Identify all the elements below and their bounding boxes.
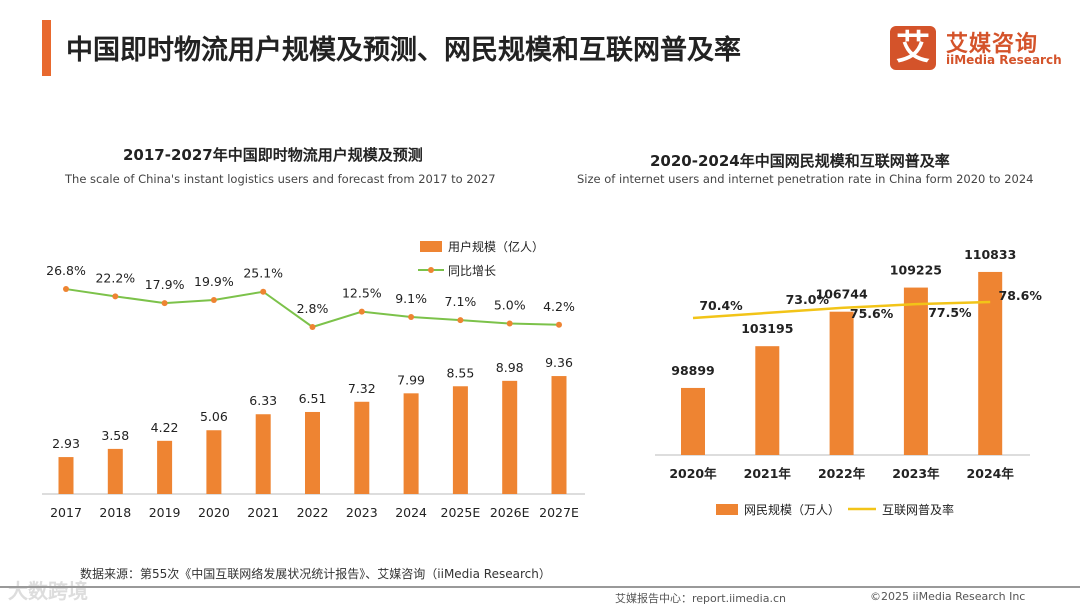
bar-label: 98899 [671, 363, 715, 378]
bar-label: 8.55 [446, 365, 474, 380]
line-label: 77.5% [928, 305, 972, 320]
x-tick-label: 2022年 [818, 466, 866, 481]
bar [903, 287, 928, 455]
bar [403, 393, 419, 494]
bar [354, 401, 370, 494]
line-label: 7.1% [445, 294, 477, 309]
line-point [112, 293, 119, 300]
bar [681, 387, 705, 455]
x-tick-label: 2021年 [744, 466, 792, 481]
data-source: 数据来源：第55次《中国互联网络发展状况统计报告》、艾媒咨询（iiMedia R… [80, 567, 551, 581]
line-point [556, 321, 562, 328]
bar [58, 457, 74, 494]
bar [255, 414, 271, 494]
logo-mark: 艾 [890, 26, 936, 70]
legend-line-marker [428, 267, 434, 273]
watermark: 大数跨境 [8, 579, 88, 603]
bar-label: 2.93 [52, 436, 80, 451]
bar [755, 346, 780, 455]
x-tick-label: 2022 [297, 505, 329, 520]
legend-bar-label: 用户规模（亿人） [448, 239, 544, 254]
x-tick-label: 2023 [346, 505, 378, 520]
line-label: 75.6% [850, 306, 894, 321]
legend-bar-label: 网民规模（万人） [744, 502, 840, 517]
chart1-subtitle: The scale of China's instant logistics u… [65, 172, 496, 186]
bar [452, 386, 468, 494]
line-point [506, 320, 513, 327]
legend-bar-swatch [716, 504, 738, 515]
line-label: 5.0% [494, 298, 526, 313]
bar-label: 5.06 [200, 409, 228, 424]
title-accent-bar [42, 20, 51, 76]
x-tick-label: 2019 [149, 505, 181, 520]
line-label: 70.4% [699, 298, 743, 313]
line-label: 17.9% [145, 277, 185, 292]
bar-label: 103195 [741, 321, 793, 336]
line-label: 22.2% [95, 270, 135, 285]
x-tick-label: 2017 [50, 505, 82, 520]
bar-label: 106744 [816, 287, 868, 302]
bar-label: 4.22 [151, 420, 179, 435]
x-tick-label: 2020年 [669, 466, 717, 481]
bar [206, 430, 222, 494]
bar-label: 8.98 [496, 360, 524, 375]
chart2-subtitle: Size of internet users and internet pene… [577, 172, 1034, 186]
legend-bar-swatch [420, 241, 442, 252]
line-point [408, 314, 415, 321]
line-label: 19.9% [194, 274, 234, 289]
bar-label: 110833 [964, 247, 1016, 262]
x-tick-label: 2024 [395, 505, 427, 520]
footer-site-link[interactable]: 艾媒报告中心：report.iimedia.cn [615, 592, 786, 605]
x-tick-label: 2021 [247, 505, 279, 520]
penetration-line [692, 300, 991, 320]
line-point [358, 308, 365, 315]
line-point [210, 296, 217, 303]
x-tick-label: 2025E [441, 505, 481, 520]
line-label: 2.8% [297, 301, 329, 316]
bar-label: 7.99 [397, 372, 425, 387]
line-label: 9.1% [395, 291, 427, 306]
bar [551, 376, 567, 494]
line-label: 78.6% [999, 288, 1043, 303]
x-tick-label: 2027E [539, 505, 579, 520]
line-label: 4.2% [543, 299, 575, 314]
logo-cn: 艾媒咨询 [946, 32, 1039, 57]
bar-label: 6.51 [299, 391, 327, 406]
bar [107, 448, 123, 494]
line-label: 12.5% [342, 286, 382, 301]
bar-label: 109225 [890, 263, 942, 278]
bar-label: 3.58 [101, 428, 129, 443]
bar [829, 311, 854, 455]
chart2-title: 2020-2024年中国网民规模和互联网普及率 [650, 152, 950, 170]
x-tick-label: 2018 [99, 505, 131, 520]
line-point [309, 323, 316, 330]
bar [157, 440, 173, 494]
x-tick-label: 2023年 [892, 466, 940, 481]
line-point [63, 286, 69, 293]
line-label: 25.1% [243, 266, 283, 281]
bar [502, 380, 518, 494]
x-tick-label: 2020 [198, 505, 230, 520]
bar-label: 7.32 [348, 381, 376, 396]
bar [305, 411, 320, 494]
line-point [260, 288, 267, 295]
bar-label: 6.33 [249, 393, 277, 408]
x-tick-label: 2026E [490, 505, 530, 520]
line-label: 73.0% [786, 292, 830, 307]
line-label: 26.8% [46, 263, 86, 278]
x-tick-label: 2024年 [967, 466, 1015, 481]
footer-copyright: ©2025 iiMedia Research Inc [870, 590, 1026, 603]
legend-line-label: 互联网普及率 [882, 502, 954, 517]
footer-divider [0, 586, 1080, 588]
page-title: 中国即时物流用户规模及预测、网民规模和互联网普及率 [66, 35, 741, 66]
logo-en: iiMedia Research [946, 53, 1062, 67]
bar-label: 9.36 [545, 355, 573, 370]
chart1-title: 2017-2027年中国即时物流用户规模及预测 [123, 146, 423, 164]
line-point [161, 300, 168, 307]
line-point [457, 317, 464, 324]
legend-line-label: 同比增长 [448, 264, 496, 278]
